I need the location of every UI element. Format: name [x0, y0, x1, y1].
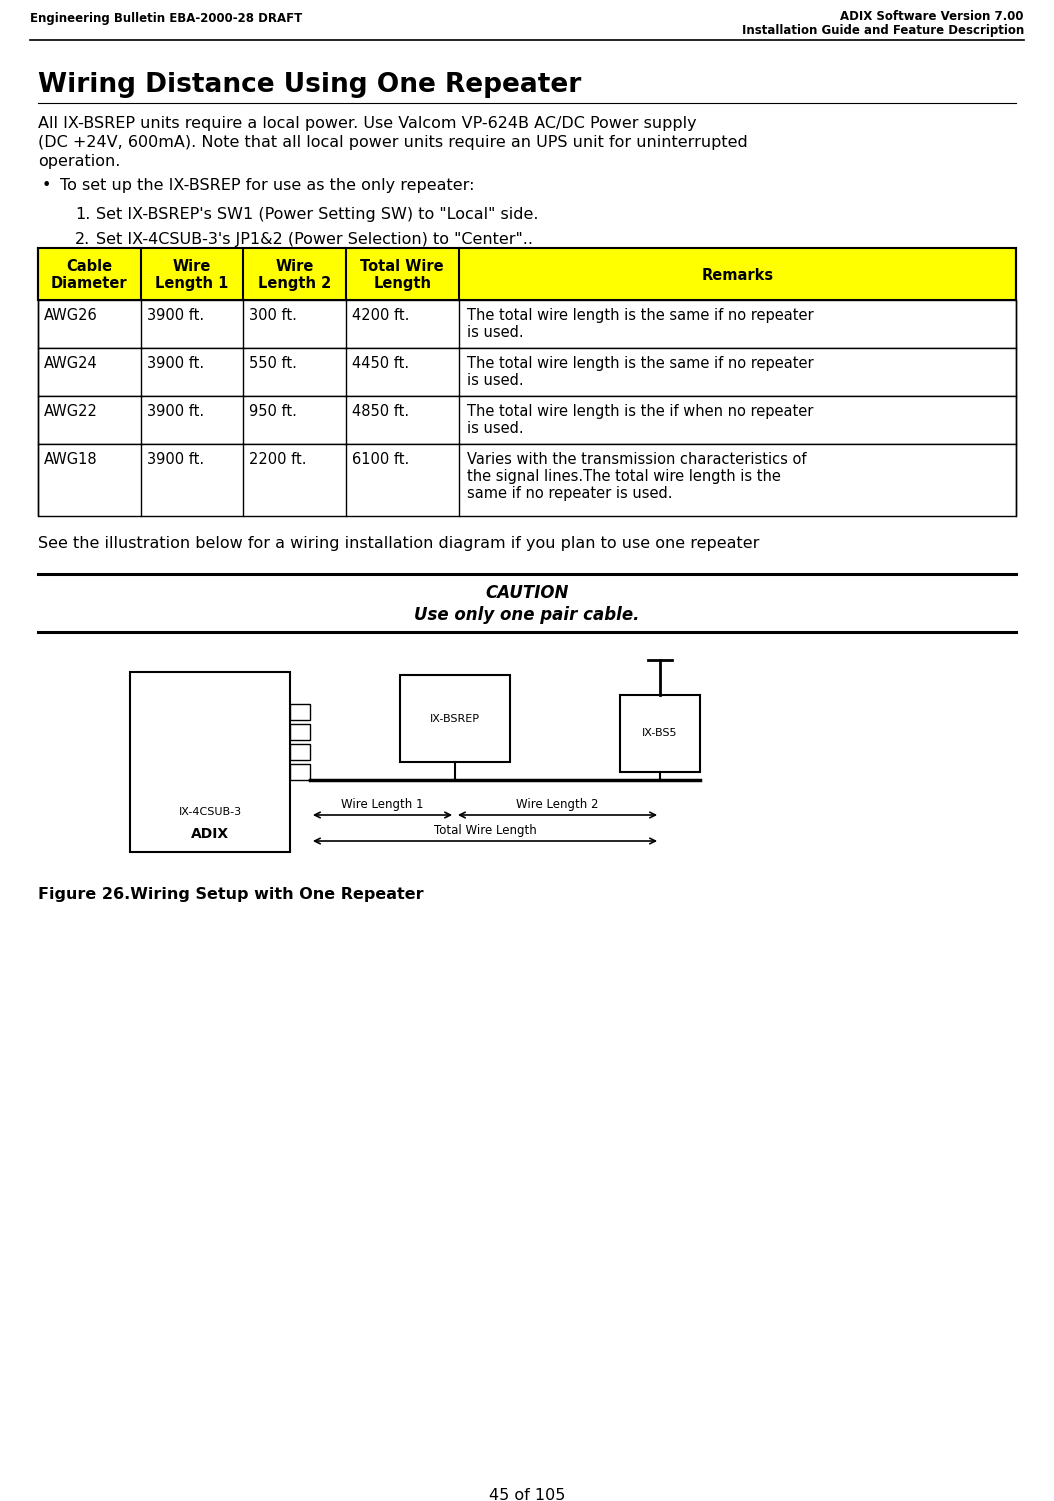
Text: •: • — [42, 179, 52, 194]
Text: Set IX-BSREP's SW1 (Power Setting SW) to "Local" side.: Set IX-BSREP's SW1 (Power Setting SW) to… — [96, 207, 539, 222]
Bar — [620, 695, 700, 772]
Text: 3900 ft.: 3900 ft. — [147, 356, 203, 371]
Text: Wire Length 1: Wire Length 1 — [341, 799, 424, 811]
Text: (DC +24V, 600mA). Note that all local power units require an UPS unit for uninte: (DC +24V, 600mA). Note that all local po… — [38, 135, 747, 150]
Text: 1.: 1. — [75, 207, 91, 222]
Bar — [290, 704, 310, 720]
Text: Wiring Distance Using One Repeater: Wiring Distance Using One Repeater — [38, 72, 581, 98]
Text: IX-BS5: IX-BS5 — [642, 728, 678, 738]
Bar — [38, 248, 1016, 300]
Text: Remarks: Remarks — [701, 267, 774, 282]
Bar — [38, 396, 1016, 444]
Text: 45 of 105: 45 of 105 — [489, 1487, 565, 1501]
Text: AWG26: AWG26 — [44, 308, 98, 323]
Bar — [290, 764, 310, 781]
Text: 4200 ft.: 4200 ft. — [352, 308, 409, 323]
Text: IX-4CSUB-3: IX-4CSUB-3 — [178, 808, 241, 817]
Text: is used.: is used. — [467, 420, 523, 435]
Text: The total wire length is the if when no repeater: The total wire length is the if when no … — [467, 404, 813, 419]
Text: is used.: is used. — [467, 326, 523, 341]
Text: Cable
Diameter: Cable Diameter — [51, 258, 128, 291]
Text: All IX-BSREP units require a local power. Use Valcom VP-624B AC/DC Power supply: All IX-BSREP units require a local power… — [38, 116, 697, 131]
Text: AWG22: AWG22 — [44, 404, 98, 419]
Text: CAUTION: CAUTION — [485, 584, 569, 602]
Text: Installation Guide and Feature Description: Installation Guide and Feature Descripti… — [742, 24, 1024, 38]
Text: 2200 ft.: 2200 ft. — [250, 452, 307, 467]
Text: Use only one pair cable.: Use only one pair cable. — [414, 606, 640, 624]
Text: 2.: 2. — [75, 233, 91, 248]
Text: Engineering Bulletin EBA-2000-28 DRAFT: Engineering Bulletin EBA-2000-28 DRAFT — [30, 12, 302, 26]
Text: Set IX-4CSUB-3's JP1&2 (Power Selection) to "Center"..: Set IX-4CSUB-3's JP1&2 (Power Selection)… — [96, 233, 533, 248]
Text: Wire Length 2: Wire Length 2 — [516, 799, 599, 811]
Text: Varies with the transmission characteristics of: Varies with the transmission characteris… — [467, 452, 806, 467]
Text: Wire
Length 2: Wire Length 2 — [258, 258, 331, 291]
Text: The total wire length is the same if no repeater: The total wire length is the same if no … — [467, 308, 814, 323]
Bar — [38, 348, 1016, 396]
Text: 300 ft.: 300 ft. — [250, 308, 297, 323]
Bar — [290, 723, 310, 740]
Text: Figure 26.Wiring Setup with One Repeater: Figure 26.Wiring Setup with One Repeater — [38, 887, 424, 902]
Bar — [290, 744, 310, 760]
Text: 3900 ft.: 3900 ft. — [147, 404, 203, 419]
Text: IX-BSREP: IX-BSREP — [430, 713, 480, 723]
Text: See the illustration below for a wiring installation diagram if you plan to use : See the illustration below for a wiring … — [38, 536, 759, 551]
Text: 6100 ft.: 6100 ft. — [352, 452, 409, 467]
Text: Wire
Length 1: Wire Length 1 — [155, 258, 229, 291]
Bar — [38, 300, 1016, 348]
Text: AWG24: AWG24 — [44, 356, 98, 371]
Text: 3900 ft.: 3900 ft. — [147, 308, 203, 323]
Text: operation.: operation. — [38, 155, 120, 170]
Text: To set up the IX-BSREP for use as the only repeater:: To set up the IX-BSREP for use as the on… — [60, 179, 474, 194]
Text: same if no repeater is used.: same if no repeater is used. — [467, 486, 672, 501]
Text: 950 ft.: 950 ft. — [250, 404, 297, 419]
Text: The total wire length is the same if no repeater: The total wire length is the same if no … — [467, 356, 814, 371]
Text: ADIX: ADIX — [191, 827, 229, 841]
Bar — [130, 672, 290, 853]
Bar — [401, 675, 510, 763]
Text: 3900 ft.: 3900 ft. — [147, 452, 203, 467]
Text: Total Wire
Length: Total Wire Length — [360, 258, 444, 291]
Text: the signal lines.The total wire length is the: the signal lines.The total wire length i… — [467, 468, 780, 483]
Bar — [38, 444, 1016, 516]
Text: is used.: is used. — [467, 374, 523, 387]
Text: Total Wire Length: Total Wire Length — [433, 824, 536, 838]
Text: 4450 ft.: 4450 ft. — [352, 356, 409, 371]
Text: 550 ft.: 550 ft. — [250, 356, 297, 371]
Text: AWG18: AWG18 — [44, 452, 98, 467]
Text: 4850 ft.: 4850 ft. — [352, 404, 409, 419]
Text: ADIX Software Version 7.00: ADIX Software Version 7.00 — [840, 11, 1024, 23]
